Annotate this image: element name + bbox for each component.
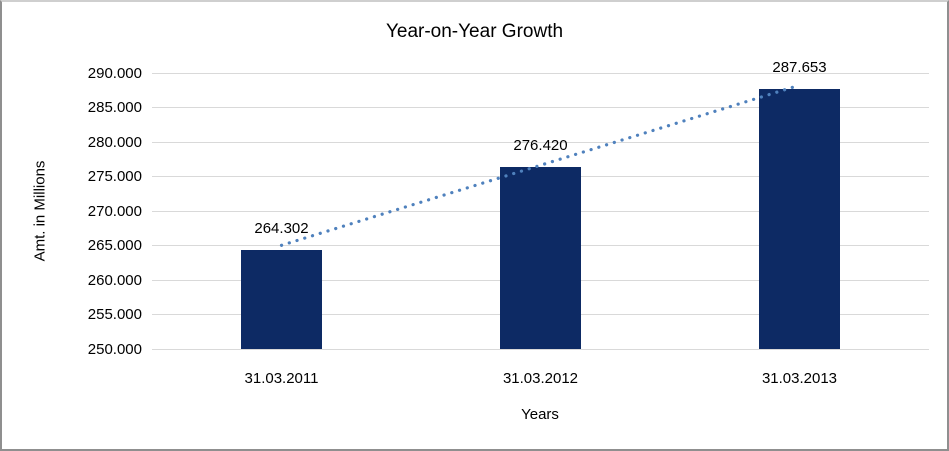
bar-31.03.2012 (500, 166, 581, 349)
x-axis-tick-label: 31.03.2013 (761, 370, 838, 387)
bar-31.03.2013 (759, 89, 840, 349)
y-axis-tick-label: 250.000 (87, 340, 142, 358)
bar-value-label: 276.420 (513, 136, 568, 154)
y-axis-tick-label: 265.000 (87, 237, 142, 254)
x-axis-tick-label: 31.03.2011 (244, 370, 319, 387)
bar-31.03.2011 (241, 250, 322, 349)
gridline (152, 72, 929, 74)
gridline (152, 348, 929, 350)
y-axis-tick-label: 290.000 (87, 64, 142, 82)
bar-value-label: 264.302 (254, 220, 309, 238)
y-axis-tick-label: 255.000 (87, 306, 142, 323)
y-axis-tick-label: 260.000 (87, 271, 142, 289)
chart-title: Year-on-Year Growth (385, 21, 564, 42)
y-axis-tick-label: 270.000 (87, 202, 142, 220)
x-axis-tick-label: 31.03.2012 (502, 370, 579, 387)
bar-value-label: 287.653 (772, 59, 827, 77)
x-axis-title: Years (521, 406, 559, 423)
y-axis-tick-label: 280.000 (87, 133, 142, 151)
y-axis-tick-label: 285.000 (87, 99, 142, 116)
y-axis-tick-label: 275.000 (87, 168, 142, 185)
